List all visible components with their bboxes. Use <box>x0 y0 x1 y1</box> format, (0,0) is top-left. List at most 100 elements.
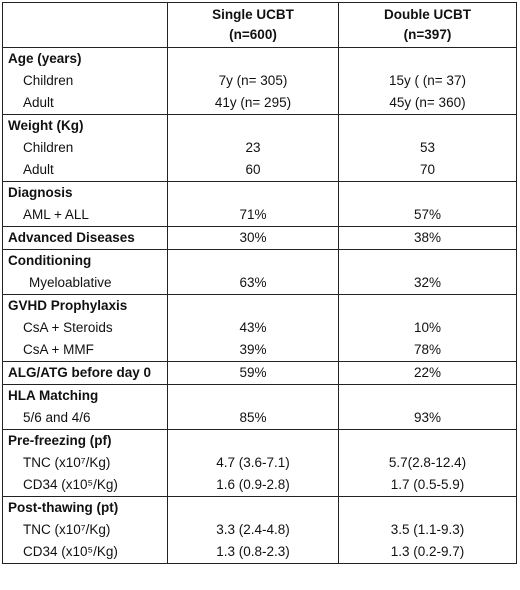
single-value: 41y (n= 295) <box>214 95 292 110</box>
section-title: HLA Matching <box>8 388 99 403</box>
section-conditioning: Conditioning Myeloablative 63% 32% <box>2 249 517 295</box>
single-value: 60 <box>245 162 261 177</box>
section-label-cell: Advanced Diseases <box>2 226 168 250</box>
double-values-cell: 5.7(2.8-12.4) 1.7 (0.5-5.9) <box>338 429 517 497</box>
double-value: 53 <box>419 140 436 155</box>
double-values-cell: 15y ( (n= 37) 45y (n= 360) <box>338 47 517 115</box>
header-empty-cell <box>2 2 168 48</box>
double-value: 93% <box>413 410 442 425</box>
single-values-cell: 4.7 (3.6-7.1) 1.6 (0.9-2.8) <box>167 429 339 497</box>
header-double-n: (n=397) <box>403 27 452 42</box>
row-label: Myeloablative <box>29 275 112 290</box>
section-label-cell: HLA Matching 5/6 and 4/6 <box>2 384 168 430</box>
single-value: 3.3 (2.4-4.8) <box>216 522 290 537</box>
section-pre-freezing: Pre-freezing (pf) TNC (x10⁷/Kg) CD34 (x1… <box>2 429 517 497</box>
single-values-cell: 30% <box>167 226 339 250</box>
double-value: 32% <box>413 275 442 290</box>
double-values-cell: 3.5 (1.1-9.3) 1.3 (0.2-9.7) <box>338 496 517 564</box>
double-value: 70 <box>419 162 436 177</box>
double-values-cell: 93% <box>338 384 517 430</box>
single-value: 71% <box>239 207 267 222</box>
section-label-cell: Pre-freezing (pf) TNC (x10⁷/Kg) CD34 (x1… <box>2 429 168 497</box>
row-label: Children <box>23 73 74 88</box>
section-weight: Weight (Kg) Children Adult 23 60 53 70 <box>2 114 517 182</box>
row-label: CsA + Steroids <box>23 320 113 335</box>
header-double-title: Double UCBT <box>384 7 471 22</box>
section-title: GVHD Prophylaxis <box>8 298 128 313</box>
single-value: 43% <box>239 320 267 335</box>
header-row: Single UCBT (n=600) Double UCBT (n=397) <box>2 2 517 48</box>
double-value: 78% <box>413 342 442 357</box>
single-value: 4.7 (3.6-7.1) <box>216 455 290 470</box>
single-value: 1.3 (0.8-2.3) <box>216 544 290 559</box>
single-values-cell: 23 60 <box>167 114 339 182</box>
section-gvhd-prophylaxis: GVHD Prophylaxis CsA + Steroids CsA + MM… <box>2 294 517 362</box>
ucbt-characteristics-table: Single UCBT (n=600) Double UCBT (n=397) … <box>2 2 517 564</box>
section-title: Age (years) <box>8 51 82 66</box>
section-title: Pre-freezing (pf) <box>8 433 112 448</box>
single-values-cell: 85% <box>167 384 339 430</box>
row-label: Adult <box>23 95 54 110</box>
double-values-cell: 32% <box>338 249 517 295</box>
section-advanced-diseases: Advanced Diseases 30% 38% <box>2 226 517 250</box>
single-values-cell: 3.3 (2.4-4.8) 1.3 (0.8-2.3) <box>167 496 339 564</box>
section-label-cell: Diagnosis AML + ALL <box>2 181 168 227</box>
single-value: 23 <box>245 140 261 155</box>
single-values-cell: 7y (n= 305) 41y (n= 295) <box>167 47 339 115</box>
section-title: Diagnosis <box>8 185 73 200</box>
double-value: 1.3 (0.2-9.7) <box>390 544 465 559</box>
section-label-cell: Conditioning Myeloablative <box>2 249 168 295</box>
section-label-cell: Post-thawing (pt) TNC (x10⁷/Kg) CD34 (x1… <box>2 496 168 564</box>
single-values-cell: 71% <box>167 181 339 227</box>
double-values-cell: 38% <box>338 226 517 250</box>
single-value: 63% <box>239 275 267 290</box>
double-values-cell: 10% 78% <box>338 294 517 362</box>
double-value: 38% <box>413 230 442 245</box>
section-title: Conditioning <box>8 253 92 268</box>
double-values-cell: 22% <box>338 361 517 385</box>
section-diagnosis: Diagnosis AML + ALL 71% 57% <box>2 181 517 227</box>
section-hla-matching: HLA Matching 5/6 and 4/6 85% 93% <box>2 384 517 430</box>
row-label: TNC (x10⁷/Kg) <box>23 522 111 537</box>
double-value: 45y (n= 360) <box>389 95 466 110</box>
double-value: 5.7(2.8-12.4) <box>388 455 467 470</box>
section-label-cell: Age (years) Children Adult <box>2 47 168 115</box>
header-single-ucbt: Single UCBT (n=600) <box>167 2 339 48</box>
section-post-thawing: Post-thawing (pt) TNC (x10⁷/Kg) CD34 (x1… <box>2 496 517 564</box>
row-label: TNC (x10⁷/Kg) <box>23 455 111 470</box>
double-value: 57% <box>413 207 442 222</box>
section-title: Weight (Kg) <box>8 118 84 133</box>
row-label: 5/6 and 4/6 <box>23 410 91 425</box>
header-double-ucbt: Double UCBT (n=397) <box>338 2 517 48</box>
section-age: Age (years) Children Adult 7y (n= 305) 4… <box>2 47 517 115</box>
section-label-cell: Weight (Kg) Children Adult <box>2 114 168 182</box>
single-value: 7y (n= 305) <box>218 73 288 88</box>
double-value: 10% <box>413 320 442 335</box>
single-value: 85% <box>239 410 267 425</box>
section-label-cell: ALG/ATG before day 0 <box>2 361 168 385</box>
single-values-cell: 59% <box>167 361 339 385</box>
section-label-cell: GVHD Prophylaxis CsA + Steroids CsA + MM… <box>2 294 168 362</box>
section-title: Post-thawing (pt) <box>8 500 119 515</box>
double-value: 1.7 (0.5-5.9) <box>390 477 465 492</box>
row-label: Children <box>23 140 74 155</box>
double-values-cell: 53 70 <box>338 114 517 182</box>
double-value: 15y ( (n= 37) <box>389 73 466 88</box>
section-alg-atg: ALG/ATG before day 0 59% 22% <box>2 361 517 385</box>
single-values-cell: 63% <box>167 249 339 295</box>
row-label: Adult <box>23 162 54 177</box>
single-value: 59% <box>239 365 267 380</box>
single-value: 1.6 (0.9-2.8) <box>216 477 290 492</box>
row-label: CsA + MMF <box>23 342 94 357</box>
double-values-cell: 57% <box>338 181 517 227</box>
single-value: 39% <box>239 342 267 357</box>
single-value: 30% <box>239 230 267 245</box>
section-title: ALG/ATG before day 0 <box>8 365 152 380</box>
double-value: 22% <box>413 365 442 380</box>
row-label: CD34 (x10⁵/Kg) <box>23 544 118 559</box>
header-single-n: (n=600) <box>229 27 277 42</box>
header-single-title: Single UCBT <box>212 7 294 22</box>
section-title: Advanced Diseases <box>8 230 135 245</box>
row-label: CD34 (x10⁵/Kg) <box>23 477 118 492</box>
row-label: AML + ALL <box>23 207 89 222</box>
